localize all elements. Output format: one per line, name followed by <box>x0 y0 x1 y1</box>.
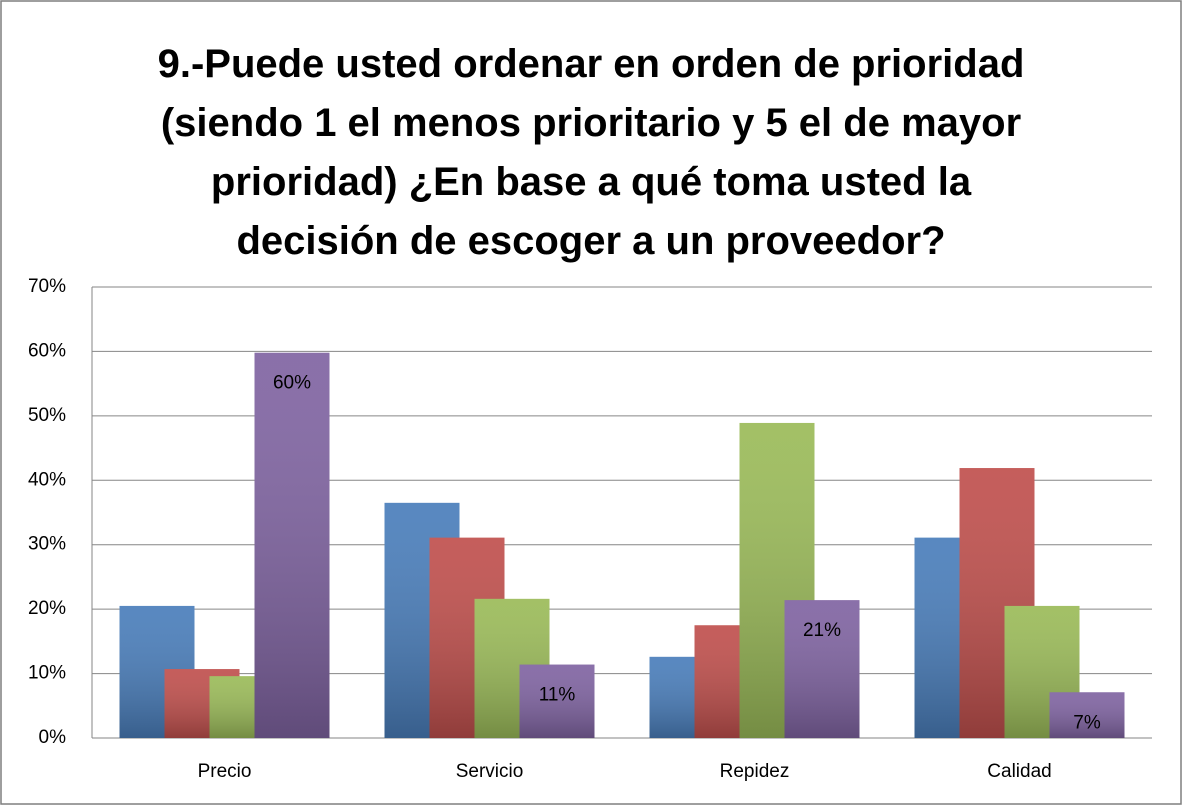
data-label: 60% <box>273 373 311 394</box>
y-tick-label: 40% <box>28 469 66 490</box>
y-tick-label: 30% <box>28 534 66 555</box>
x-tick-label: Repidez <box>720 761 790 782</box>
data-label: 11% <box>539 685 576 706</box>
y-tick-label: 10% <box>28 663 66 684</box>
data-label: 7% <box>1073 712 1101 733</box>
bar-shade <box>1049 692 1125 738</box>
y-tick-label: 0% <box>39 727 67 748</box>
y-tick-label: 50% <box>28 405 66 426</box>
y-tick-label: 70% <box>28 276 66 297</box>
data-label: 21% <box>803 620 841 641</box>
y-tick-label: 60% <box>28 340 66 361</box>
bar-shade <box>519 664 595 738</box>
bar-shade <box>784 600 860 738</box>
y-tick-label: 20% <box>28 598 66 619</box>
x-tick-label: Precio <box>198 761 252 782</box>
x-tick-label: Calidad <box>987 761 1051 782</box>
chart-title: 9.-Puede usted ordenar en orden de prior… <box>157 42 1025 263</box>
x-tick-label: Servicio <box>456 761 524 782</box>
bar-shade <box>254 352 330 738</box>
